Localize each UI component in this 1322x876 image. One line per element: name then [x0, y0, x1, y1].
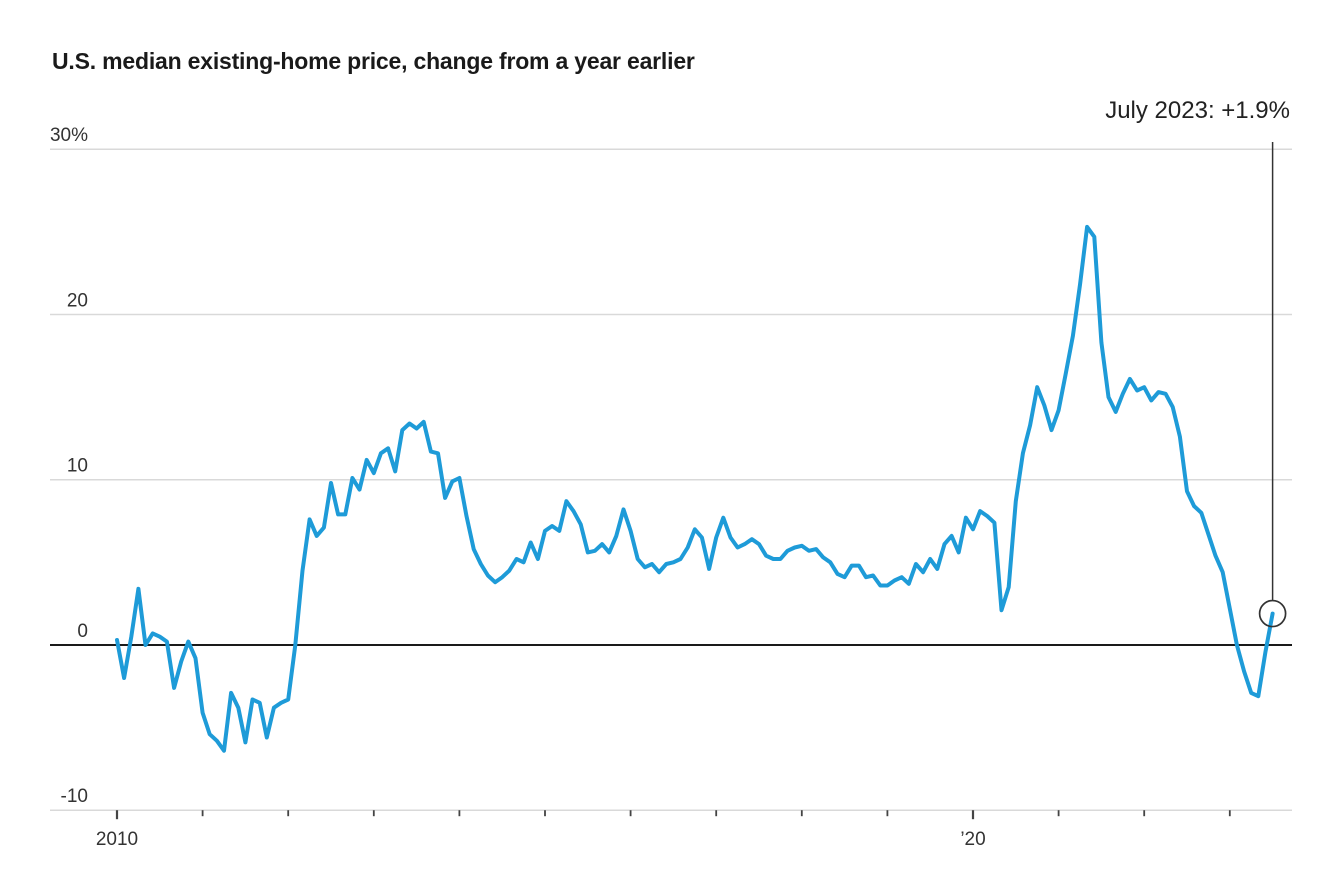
- x-tick-label-2020: ’20: [960, 829, 985, 850]
- y-tick-label--10: -10: [61, 786, 88, 807]
- chart-title: U.S. median existing-home price, change …: [52, 48, 695, 74]
- y-tick-label-10: 10: [67, 456, 88, 477]
- x-tick-label-2010: 2010: [96, 829, 138, 850]
- price-change-line: [115, 224, 1275, 753]
- endpoint-open-circle-marker: [1258, 599, 1287, 628]
- y-tick-label-30: 30%: [50, 125, 88, 146]
- endpoint-annotation-label: July 2023: +1.9%: [1105, 97, 1290, 124]
- y-tick-label-20: 20: [67, 290, 88, 311]
- y-tick-label-0: 0: [77, 621, 88, 642]
